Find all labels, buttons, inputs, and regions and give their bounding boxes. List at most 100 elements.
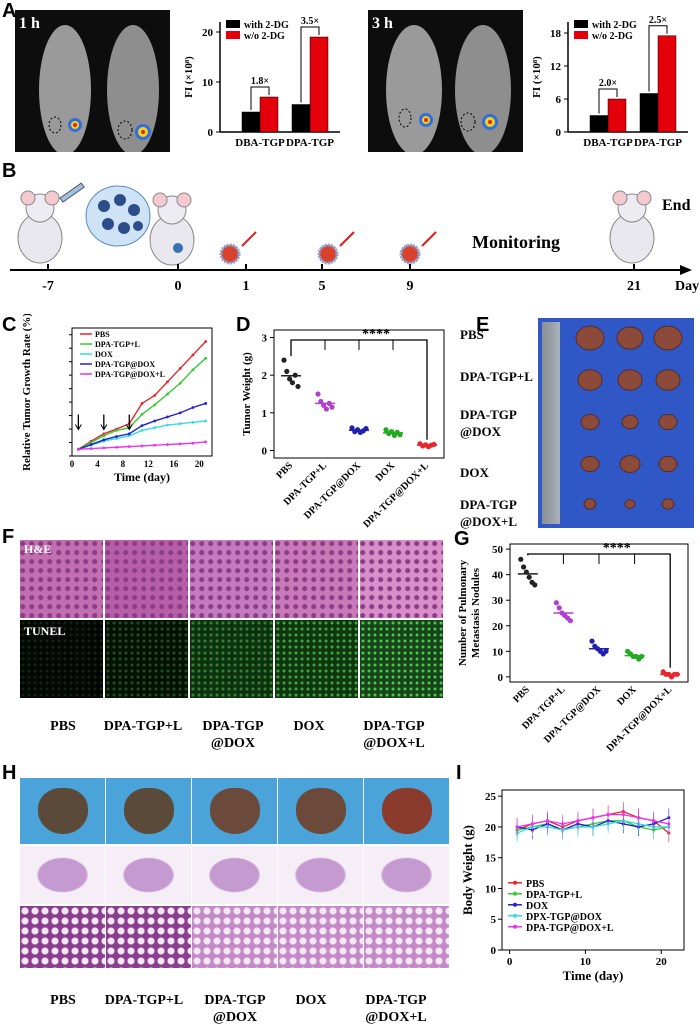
data-point [166, 423, 169, 427]
data-point [639, 653, 645, 660]
tumor-label-dox: DOX [460, 465, 489, 480]
tumor-specimen [616, 326, 644, 350]
data-point [140, 402, 144, 405]
y-tick-label: 20 [202, 27, 214, 39]
legend-label: PBS [526, 879, 545, 890]
panel-label-f: F [2, 526, 15, 548]
tunel-stain-image [20, 620, 103, 698]
lung-images [20, 778, 449, 968]
ruler [542, 322, 560, 524]
stain-label-he: H&E [24, 542, 52, 556]
x-tick-label: 12 [144, 459, 154, 469]
data-point [89, 441, 93, 444]
data-point [329, 404, 335, 410]
legend-label: with 2-DG [244, 20, 289, 31]
data-point [178, 442, 182, 446]
data-point [153, 403, 157, 407]
tumor-specimen [621, 414, 639, 430]
tumor-label-pbs: PBS [460, 327, 484, 342]
y-tick-label: 18 [550, 28, 562, 40]
lung-section-lowmag [106, 846, 191, 904]
data-point [636, 816, 641, 820]
data-point [140, 412, 144, 416]
lung-specimen [210, 788, 260, 834]
tumor-specimen [580, 413, 600, 431]
mouse-icon-day-minus7 [17, 190, 63, 264]
fold-bracket [648, 25, 668, 92]
data-point [191, 420, 195, 424]
day-axis-label: Day [675, 279, 699, 294]
data-point [315, 391, 321, 397]
lung-section-highmag [192, 906, 277, 968]
data-point [521, 564, 527, 570]
fold-annotation: 2.5× [649, 15, 667, 26]
lung-section-highmag [278, 906, 363, 968]
lung-gross-photo [278, 778, 363, 844]
tunel-stain-image [105, 620, 188, 698]
data-point [166, 415, 169, 419]
data-point [153, 393, 157, 397]
f-caption-dpa-tgp-dox-l: DPA-TGP @DOX+L [363, 719, 425, 751]
chart-i-body-weight: 0 10 20 0 5 10 15 20 25 Time (day) Body Weight (g)… [460, 789, 685, 983]
data-point [89, 447, 93, 450]
lung-section-highmag [106, 906, 191, 968]
h-caption-dox: DOX [295, 993, 327, 1008]
data-point [323, 406, 329, 412]
x-tick-label: DBA-TGP [583, 137, 633, 149]
data-point [178, 411, 182, 415]
y-tick-label: 1 [262, 408, 268, 420]
panel-label-g: G [454, 528, 470, 550]
y-tick-label: 0 [262, 445, 268, 457]
he-stain-image [190, 540, 273, 618]
lung-section-lowmag [278, 846, 363, 904]
stain-label-tunel: TUNEL [24, 624, 66, 638]
data-point [76, 447, 80, 451]
lung-section-highmag [364, 906, 449, 968]
lung-gross-photo [192, 778, 277, 844]
y-tick-label: 2 [262, 370, 268, 382]
lung-section-lowmag [20, 846, 105, 904]
tumor-photo [538, 318, 694, 528]
data-point [166, 392, 169, 396]
mouse-silhouette-right [455, 25, 511, 155]
day-tick-label: 0 [175, 279, 182, 294]
lung-specimen [382, 788, 432, 834]
mouse-silhouette-left [386, 25, 442, 155]
y-tick-label: 50 [492, 544, 504, 556]
data-point [526, 574, 532, 580]
x-tick-label: PBS [511, 684, 532, 705]
panel-label-a: A [2, 0, 17, 22]
bar-DPA-TGP-without [657, 35, 677, 133]
f-caption-dpa-tgp-l: DPA-TGP+L [103, 719, 183, 734]
tumor-specimen [658, 413, 678, 431]
data-point [140, 424, 144, 428]
syringe-icon [59, 182, 85, 203]
y-tick-label: 10 [485, 883, 497, 895]
tumor-specimen [583, 498, 597, 510]
panel-label-i: I [456, 762, 462, 784]
y-tick-label: 15 [485, 853, 497, 865]
x-tick-label: DBA-TGP [235, 137, 285, 149]
y-axis-label: FI (×10⁸) [531, 56, 543, 98]
data-point [281, 357, 287, 363]
h-caption-dpa-tgp-dox: DPA-TGP @DOX [204, 993, 266, 1025]
significance-stars: **** [603, 541, 631, 556]
tumor-specimen [658, 455, 678, 473]
data-point [576, 819, 580, 823]
data-point [191, 406, 195, 409]
ivis-image-3h: 3 h [368, 10, 523, 155]
panel-label-h: H [2, 762, 17, 784]
plot-frame [501, 789, 685, 951]
f-caption-pbs: PBS [50, 719, 76, 734]
x-axis-label: Time (day) [114, 470, 170, 484]
treatment-icon-day-1 [219, 231, 257, 265]
data-point [153, 426, 157, 430]
data-point [191, 353, 195, 357]
data-point [204, 340, 208, 343]
h-caption-dpa-tgp-dox-l: DPA-TGP @DOX+L [365, 993, 427, 1025]
chart-a-3h: 0 6 12 18 FI (×10⁸) DBA-TGP 2.0× DPA-TGP 2.5× wit… [531, 15, 688, 149]
legend-label: w/o 2-DG [592, 31, 633, 42]
treatment-arrowhead [74, 424, 82, 431]
y-axis-label: Relative Tumor Growth Rate (%) [21, 314, 33, 471]
